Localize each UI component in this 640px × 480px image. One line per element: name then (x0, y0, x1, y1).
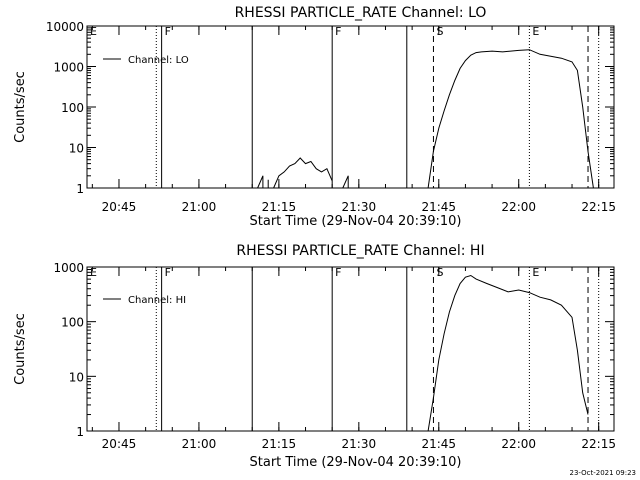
y-tick-label: 10000 (46, 20, 84, 34)
legend-label: Channel: LO (128, 55, 189, 66)
event-marker-label: F (165, 266, 171, 279)
x-tick-label: 21:45 (421, 200, 456, 214)
chart-panel-2: RHESSI PARTICLE_RATE Channel: HI E F F S E 1 10… (13, 243, 616, 470)
y-tick-label: 10 (69, 370, 84, 384)
legend-label: Channel: HI (128, 295, 186, 306)
series-line-segment (427, 49, 594, 189)
plot-frame (86, 266, 615, 432)
x-tick-label: 20:45 (102, 437, 137, 451)
x-tick-label: 21:00 (182, 437, 217, 451)
x-tick-label: 22:15 (581, 437, 616, 451)
x-tick-label: 20:45 (102, 200, 137, 214)
y-tick-label: 1000 (53, 261, 84, 275)
series-line-segment (427, 274, 589, 432)
x-tick-label: 22:00 (501, 200, 536, 214)
event-marker-label: E (532, 266, 539, 279)
y-tick-label: 1000 (53, 61, 84, 75)
chart-title: RHESSI PARTICLE_RATE Channel: LO (235, 5, 487, 21)
y-tick-label: 100 (61, 316, 84, 330)
x-tick-label: 21:15 (262, 200, 297, 214)
x-tick-label: 21:15 (262, 437, 297, 451)
event-marker-label: E (90, 266, 97, 279)
chart-panel-1: RHESSI PARTICLE_RATE Channel: LO E F F S E 1 10… (13, 5, 616, 229)
series-line-segment (257, 175, 269, 189)
series-line-segment (273, 157, 333, 189)
y-axis-label: Counts/sec (13, 313, 28, 385)
event-marker-label: E (90, 25, 97, 38)
x-tick-label: 21:30 (342, 437, 377, 451)
chart-title: RHESSI PARTICLE_RATE Channel: HI (236, 243, 484, 259)
timestamp-label: 23-Oct-2021 09:23 (570, 469, 636, 477)
event-marker-label: E (532, 25, 539, 38)
event-marker-label: F (335, 25, 341, 38)
y-tick-label: 1 (76, 425, 84, 439)
x-tick-label: 22:15 (581, 200, 616, 214)
series-line-segment (342, 175, 349, 189)
x-axis-label: Start Time (29-Nov-04 20:39:10) (250, 455, 462, 470)
event-marker-label: S (436, 25, 443, 38)
x-tick-label: 22:00 (501, 437, 536, 451)
y-tick-label: 10 (69, 142, 84, 156)
x-axis-label: Start Time (29-Nov-04 20:39:10) (250, 214, 462, 229)
y-tick-label: 1 (76, 182, 84, 196)
event-marker-label: S (436, 266, 443, 279)
y-axis-label: Counts/sec (13, 71, 28, 143)
event-marker-label: F (165, 25, 171, 38)
event-marker-label: F (335, 266, 341, 279)
plot-frame (86, 25, 615, 189)
x-tick-label: 21:45 (421, 437, 456, 451)
x-tick-label: 21:30 (342, 200, 377, 214)
x-tick-label: 21:00 (182, 200, 217, 214)
y-tick-label: 100 (61, 101, 84, 115)
